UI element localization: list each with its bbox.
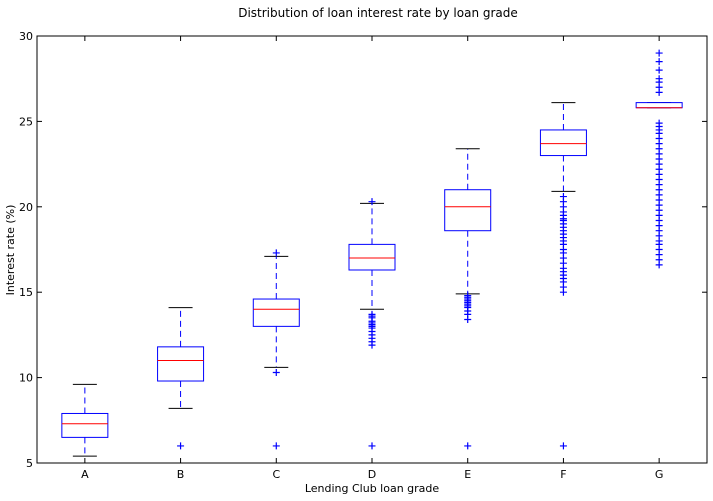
box-iqr [157, 346, 205, 382]
y-tick-label: 20 [19, 201, 33, 214]
y-axis-label: Interest rate (%) [4, 205, 17, 296]
flier-point [559, 442, 567, 450]
flier-point [655, 119, 663, 127]
chart-title: Distribution of loan interest rate by lo… [238, 6, 518, 20]
flier-point [464, 442, 472, 450]
x-tick-label: B [177, 468, 185, 481]
box-E [444, 148, 492, 450]
box-iqr [348, 243, 396, 271]
flier-point [272, 368, 280, 376]
box-A [61, 383, 109, 457]
box-iqr [539, 129, 587, 157]
box-C [252, 249, 300, 450]
y-tick-label: 5 [26, 457, 33, 470]
box-iqr [635, 102, 683, 109]
flier-point [464, 292, 472, 300]
flier-point [177, 442, 185, 450]
boxes-layer [61, 49, 683, 457]
flier-point [655, 75, 663, 83]
flier-point [368, 310, 376, 318]
y-tick-label: 25 [19, 115, 33, 128]
box-iqr [444, 189, 492, 232]
x-axis-label: Lending Club loan grade [305, 482, 440, 495]
box-G [635, 49, 683, 269]
y-tick-label: 10 [19, 372, 33, 385]
x-tick-label: A [81, 468, 89, 481]
flier-point [272, 249, 280, 257]
box-F [539, 102, 587, 450]
flier-point [655, 66, 663, 74]
flier-point [559, 193, 567, 201]
x-axis: A B C D E F G [81, 36, 663, 481]
flier-point [655, 58, 663, 66]
x-tick-label: F [560, 468, 566, 481]
y-axis: 5 10 15 20 25 30 [19, 30, 707, 470]
box-B [157, 307, 205, 450]
x-tick-label: G [655, 468, 664, 481]
flier-point [368, 442, 376, 450]
y-tick-label: 30 [19, 30, 33, 43]
box-iqr [252, 298, 300, 327]
box-iqr [61, 412, 109, 438]
x-tick-label: D [368, 468, 376, 481]
x-tick-label: E [464, 468, 471, 481]
flier-point [368, 198, 376, 206]
box-D [348, 198, 396, 450]
flier-point [655, 49, 663, 57]
flier-point [272, 442, 280, 450]
y-tick-label: 15 [19, 286, 33, 299]
x-tick-label: C [272, 468, 280, 481]
